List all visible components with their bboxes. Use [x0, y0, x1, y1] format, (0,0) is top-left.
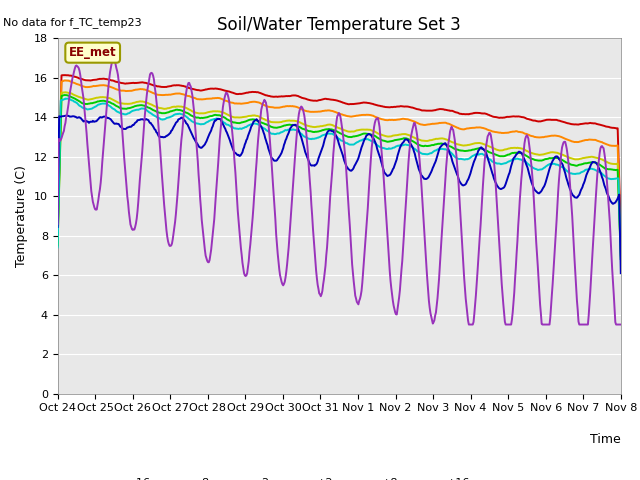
Text: No data for f_TC_temp23: No data for f_TC_temp23 [3, 17, 142, 28]
Title: Soil/Water Temperature Set 3: Soil/Water Temperature Set 3 [218, 16, 461, 34]
Text: Time: Time [590, 432, 621, 445]
Y-axis label: Temperature (C): Temperature (C) [15, 165, 28, 267]
Text: EE_met: EE_met [69, 46, 116, 59]
